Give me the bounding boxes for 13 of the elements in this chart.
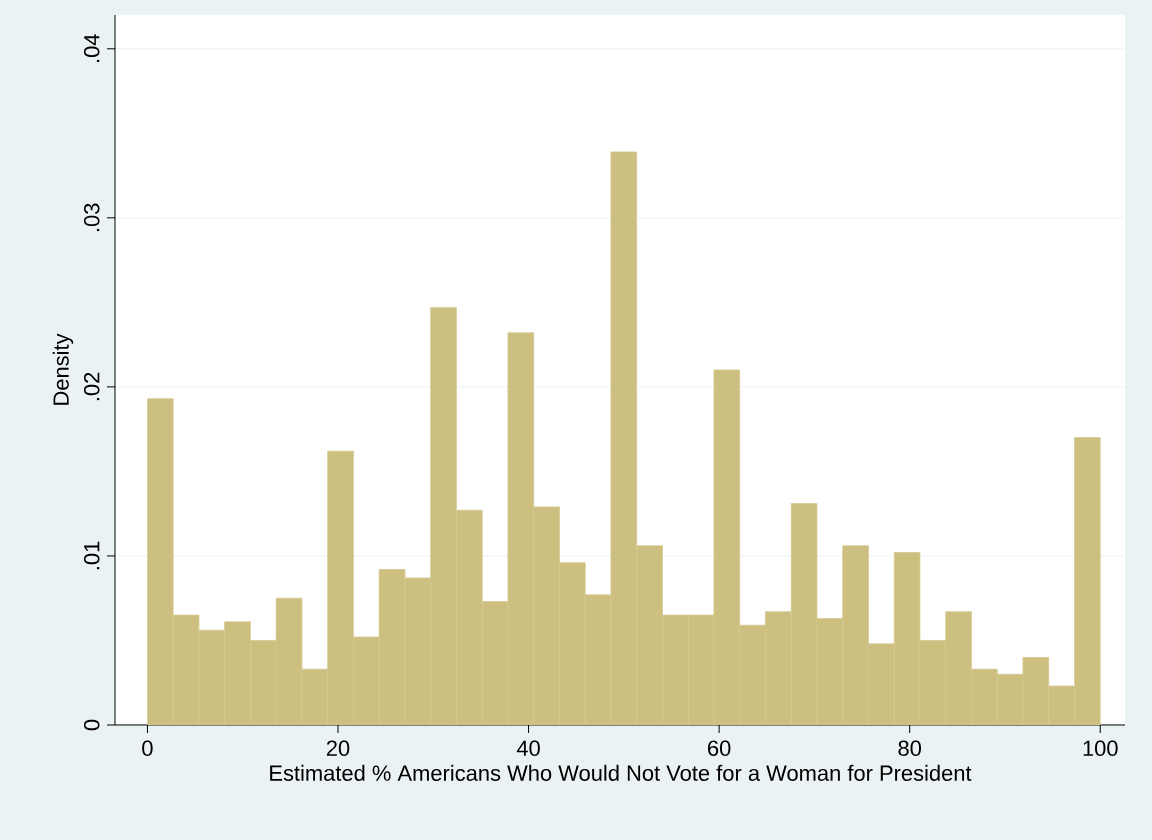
x-tick-label: 20 [326,740,350,757]
y-tick-label: 0 [83,719,100,731]
x-tick-label: 0 [142,740,153,757]
x-tick-label: 100 [1083,740,1118,757]
y-tick-label: .04 [83,34,100,63]
x-tick-label: 40 [516,740,540,757]
x-tick-label: 80 [898,740,921,757]
x-axis-title: Estimated % Americans Who Would Not Vote for a Woman for President [270,764,972,781]
y-axis-title: Density [52,333,74,405]
y-tick-label: .01 [83,541,100,570]
x-tick-label: 60 [708,740,731,757]
y-tick-label: .03 [83,203,100,232]
y-tick-label: .02 [83,372,100,401]
